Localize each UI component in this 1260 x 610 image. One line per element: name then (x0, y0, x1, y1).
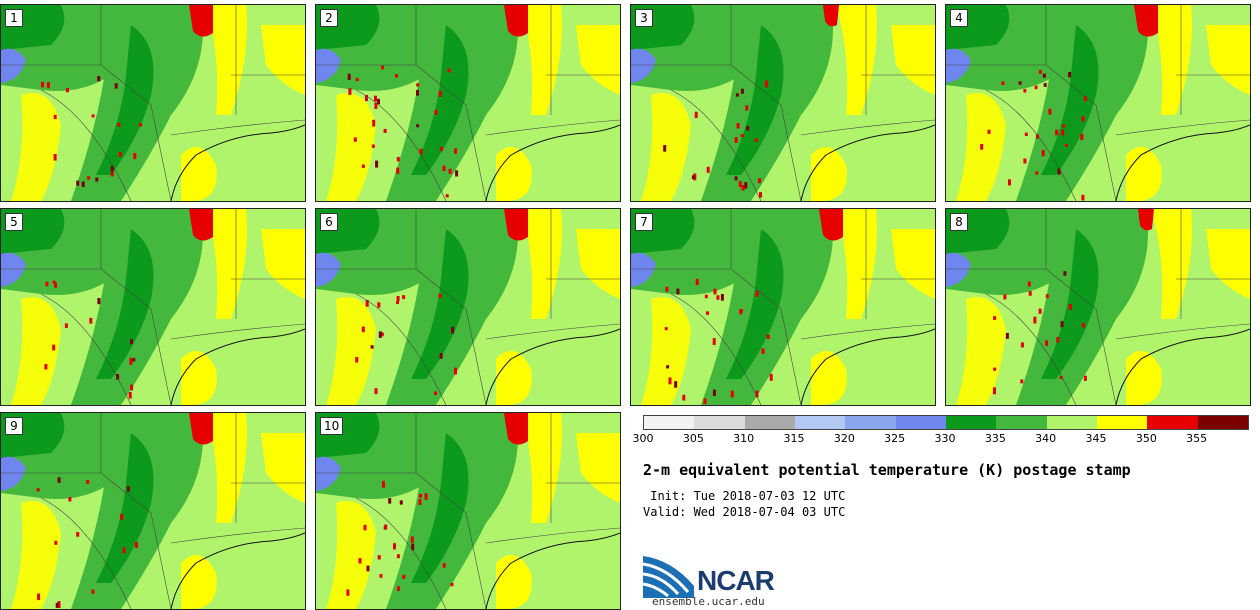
colorbar (643, 415, 1249, 430)
ensemble-member-map: 10 (315, 412, 621, 610)
colorbar-swatch (1046, 416, 1097, 429)
member-number-label: 8 (950, 213, 968, 231)
ensemble-url: ensemble.ucar.edu (652, 595, 765, 608)
member-number-label: 4 (950, 9, 968, 27)
colorbar-swatch (1096, 416, 1148, 429)
colorbar-swatch (845, 416, 896, 429)
ncar-logo-text: NCAR (697, 565, 775, 596)
colorbar-tick-label: 320 (833, 432, 855, 445)
colorbar-swatch (895, 416, 946, 429)
init-time: Init: Tue 2018-07-03 12 UTC (643, 489, 846, 503)
colorbar-swatch (945, 416, 997, 429)
colorbar-tick-label: 315 (783, 432, 805, 445)
colorbar-tick-label: 300 (632, 432, 654, 445)
colorbar-swatch (744, 416, 795, 429)
colorbar-tick-label: 305 (682, 432, 704, 445)
colorbar-swatch (694, 416, 745, 429)
ensemble-member-map: 5 (0, 208, 306, 406)
member-number-label: 5 (5, 213, 23, 231)
colorbar-tick-label: 355 (1186, 432, 1208, 445)
colorbar-tick-label: 330 (934, 432, 956, 445)
colorbar-tick-label: 335 (984, 432, 1006, 445)
ensemble-member-map: 3 (630, 4, 936, 202)
plot-title: 2-m equivalent potential temperature (K)… (643, 461, 1131, 479)
colorbar-tick-label: 350 (1135, 432, 1157, 445)
ensemble-member-map: 7 (630, 208, 936, 406)
colorbar-tick-label: 310 (733, 432, 755, 445)
ensemble-member-map: 9 (0, 412, 306, 610)
ensemble-member-map: 8 (945, 208, 1251, 406)
colorbar-tick-label: 345 (1085, 432, 1107, 445)
member-number-label: 3 (635, 9, 653, 27)
member-number-label: 2 (320, 9, 338, 27)
ensemble-member-map: 4 (945, 4, 1251, 202)
member-number-label: 9 (5, 417, 23, 435)
colorbar-swatch (1147, 416, 1198, 429)
colorbar-swatch (644, 416, 695, 429)
member-number-label: 7 (635, 213, 653, 231)
member-number-label: 6 (320, 213, 338, 231)
colorbar-swatch (996, 416, 1047, 429)
member-number-label: 10 (320, 417, 344, 435)
colorbar-tick-label: 325 (884, 432, 906, 445)
valid-time: Valid: Wed 2018-07-04 03 UTC (643, 505, 846, 519)
colorbar-ticks: 300 305 310 315 320 325 330 335 340 345 350 355 (633, 432, 1247, 446)
colorbar-tick-label: 340 (1035, 432, 1057, 445)
ensemble-member-map: 6 (315, 208, 621, 406)
ensemble-member-map: 2 (315, 4, 621, 202)
ncar-logo-icon (642, 556, 694, 598)
ensemble-member-map: 1 (0, 4, 306, 202)
member-number-label: 1 (5, 9, 23, 27)
colorbar-swatch (1197, 416, 1248, 429)
colorbar-swatch (794, 416, 846, 429)
